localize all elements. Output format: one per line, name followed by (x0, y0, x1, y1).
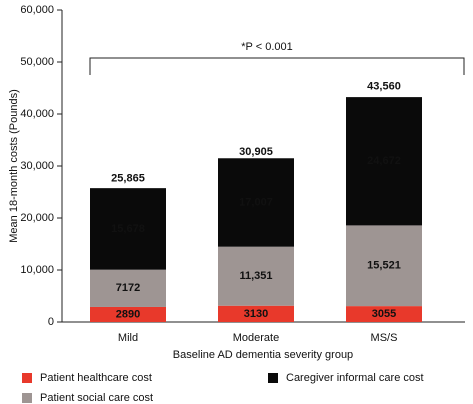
y-tick-label: 10,000 (20, 264, 54, 276)
y-tick-label: 30,000 (20, 160, 54, 172)
value-label: 17,007 (239, 196, 273, 208)
value-label: 15,521 (367, 260, 401, 272)
value-label: 2890 (116, 308, 140, 320)
bar-segment (90, 269, 166, 307)
x-axis-title: Baseline AD dementia severity group (173, 349, 353, 361)
x-tick-label: Moderate (233, 332, 279, 344)
y-tick-label: 60,000 (20, 4, 54, 16)
significance-annotation: *P < 0.001 (241, 41, 292, 53)
legend-label: Caregiver informal care cost (286, 372, 424, 384)
value-label: 24,672 (367, 155, 401, 167)
x-tick-label: Mild (118, 332, 138, 344)
bar-segment (218, 158, 294, 247)
y-tick-label: 50,000 (20, 56, 54, 68)
legend-swatch (22, 393, 32, 403)
bar-segment (90, 306, 166, 322)
bar-segment (346, 97, 422, 226)
y-axis-title: Mean 18-month costs (Pounds) (8, 89, 20, 242)
total-label: 25,865 (111, 172, 145, 184)
significance-bracket (89, 57, 465, 75)
y-tick-label: 40,000 (20, 108, 54, 120)
bar-segment (346, 225, 422, 307)
legend-label: Patient social care cost (40, 392, 153, 404)
bar-segment (346, 306, 422, 322)
value-label: 11,351 (239, 270, 272, 282)
value-label: 7172 (116, 282, 140, 294)
legend-swatch (268, 373, 278, 383)
legend-swatch (22, 373, 32, 383)
legend-label: Patient healthcare cost (40, 372, 152, 384)
total-label: 30,905 (239, 146, 273, 158)
y-tick-label: 20,000 (20, 212, 54, 224)
bar-segment (90, 188, 166, 270)
bar-segment (218, 305, 294, 322)
total-label: 43,560 (367, 80, 401, 92)
value-label: 3130 (244, 308, 268, 320)
bar-segment (218, 246, 294, 306)
value-label: 3055 (372, 308, 396, 320)
x-tick-label: MS/S (371, 332, 398, 344)
value-label: 15,678 (111, 223, 145, 235)
y-tick-label: 0 (48, 316, 54, 328)
